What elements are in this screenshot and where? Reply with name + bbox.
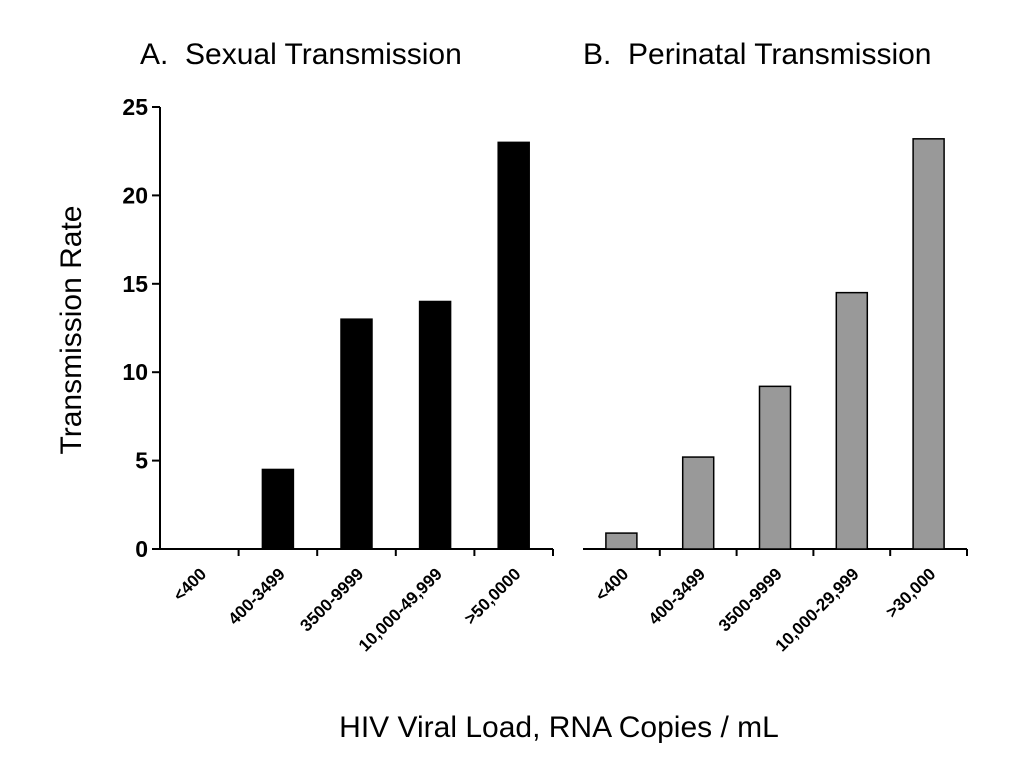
y-tick-label: 15 (122, 271, 148, 297)
bar-3 (340, 318, 373, 550)
y-tick-label: 10 (122, 359, 148, 385)
x-tick-label: 400-3499 (645, 564, 709, 628)
x-tick-label: <400 (170, 564, 211, 605)
y-tick-label: 0 (135, 536, 148, 562)
x-axis-label: HIV Viral Load, RNA Copies / mL (339, 711, 779, 744)
bar-4 (835, 291, 869, 550)
x-tick-label: >50,0000 (461, 564, 525, 628)
bar-5 (497, 141, 530, 550)
panel-b-title: B. Perinatal Transmission (583, 38, 931, 71)
bar-2 (681, 456, 715, 550)
bar-1 (605, 532, 638, 550)
y-tick-label: 5 (135, 448, 148, 474)
x-tick-label: 3500-9999 (715, 564, 786, 635)
y-axis-label: Transmission Rate (55, 206, 88, 455)
x-tick-label: <400 (592, 564, 633, 605)
bar-4 (418, 300, 452, 550)
y-tick-label: 25 (122, 94, 148, 120)
panel-a-plot: 0 5 10 15 20 25 <400 400-3499 3500-999910,000-4… (122, 94, 554, 655)
bar-5 (912, 138, 945, 550)
y-tick-label: 20 (122, 182, 148, 208)
bar-3 (758, 385, 792, 550)
x-tick-label: 400-3499 (224, 564, 288, 628)
bar-2 (261, 468, 295, 550)
x-tick-label: 3500-9999 (296, 564, 367, 635)
panel-a-title: A. Sexual Transmission (140, 38, 462, 71)
x-tick-label: 10,000-49,999 (355, 564, 446, 655)
x-tick-label: >30,000 (882, 564, 939, 621)
